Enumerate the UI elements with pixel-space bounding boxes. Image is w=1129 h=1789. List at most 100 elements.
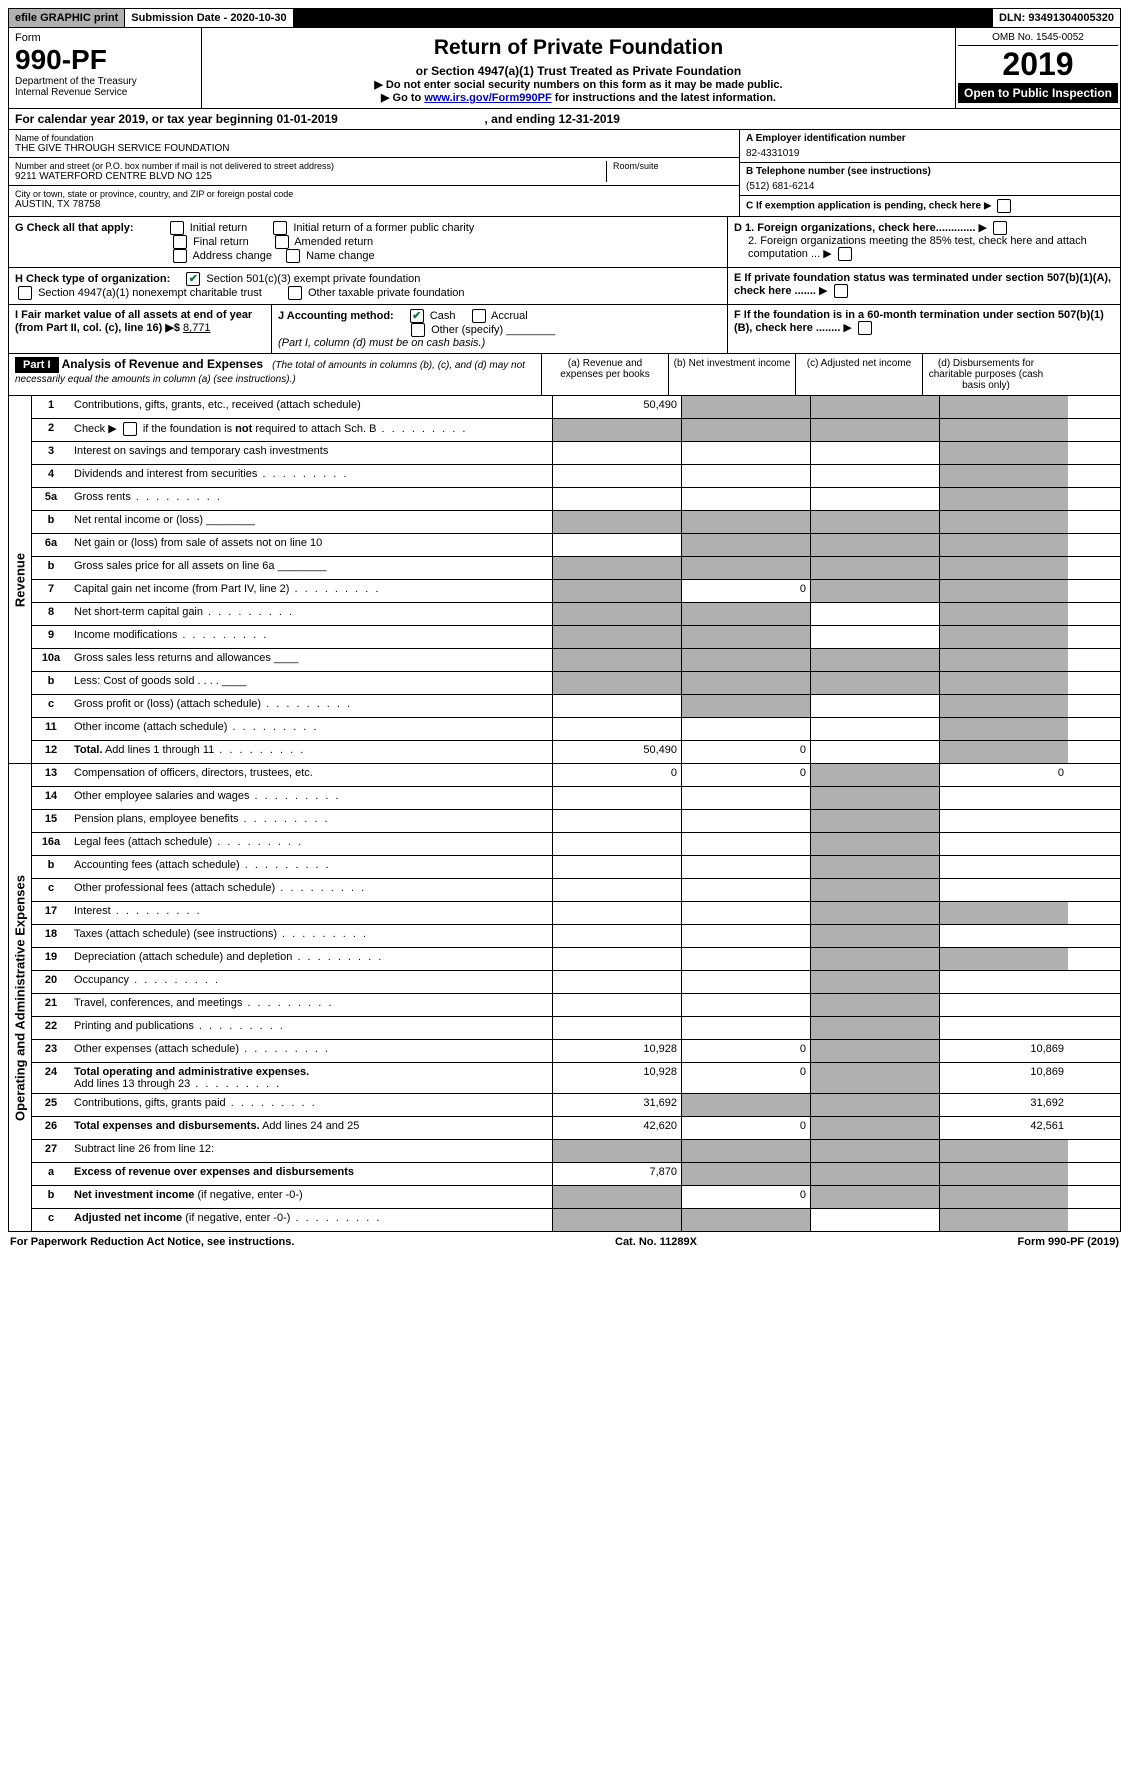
header-left: Form 990-PF Department of the Treasury I… <box>9 28 202 108</box>
d1-label: D 1. Foreign organizations, check here..… <box>734 222 975 234</box>
expenses-table: Operating and Administrative Expenses 13… <box>8 764 1121 1232</box>
row-20: 20Occupancy <box>32 971 1120 994</box>
g-o3: Final return <box>193 236 249 248</box>
room-label: Room/suite <box>613 161 733 171</box>
f-checkbox[interactable] <box>858 321 872 335</box>
row-14: 14Other employee salaries and wages <box>32 787 1120 810</box>
row-5b: bNet rental income or (loss) ________ <box>32 511 1120 534</box>
form-subtitle: or Section 4947(a)(1) Trust Treated as P… <box>208 64 949 78</box>
header-right: OMB No. 1545-0052 2019 Open to Public In… <box>955 28 1120 108</box>
j-other: Other (specify) <box>431 324 503 336</box>
col-d-head: (d) Disbursements for charitable purpose… <box>923 354 1049 395</box>
d2-checkbox[interactable] <box>838 247 852 261</box>
addr-label: Number and street (or P.O. box number if… <box>15 161 606 171</box>
footer-right: Form 990-PF (2019) <box>1018 1236 1119 1248</box>
j-cash: Cash <box>430 310 456 322</box>
row-13: 13Compensation of officers, directors, t… <box>32 764 1120 787</box>
e-checkbox[interactable] <box>834 284 848 298</box>
cb-amended[interactable] <box>275 235 289 249</box>
row-24: 24Total operating and administrative exp… <box>32 1063 1120 1094</box>
h-o2: Section 4947(a)(1) nonexempt charitable … <box>38 287 262 299</box>
section-f: F If the foundation is in a 60-month ter… <box>728 305 1120 353</box>
row-7: 7Capital gain net income (from Part IV, … <box>32 580 1120 603</box>
cb-final-return[interactable] <box>173 235 187 249</box>
revenue-side-label: Revenue <box>9 396 32 763</box>
ein-label: A Employer identification number <box>746 133 1114 144</box>
col-b-head: (b) Net investment income <box>669 354 796 395</box>
cb-cash[interactable] <box>410 309 424 323</box>
footer-mid: Cat. No. 11289X <box>615 1236 697 1248</box>
form-title: Return of Private Foundation <box>208 36 949 60</box>
row-1: 1Contributions, gifts, grants, etc., rec… <box>32 396 1120 419</box>
identity-block: Name of foundation THE GIVE THROUGH SERV… <box>8 130 1121 217</box>
irs-link[interactable]: www.irs.gov/Form990PF <box>424 92 551 104</box>
form-number: 990-PF <box>15 44 195 76</box>
city-cell: City or town, state or province, country… <box>9 186 739 213</box>
row-18: 18Taxes (attach schedule) (see instructi… <box>32 925 1120 948</box>
cb-other-taxable[interactable] <box>288 286 302 300</box>
row-16c: cOther professional fees (attach schedul… <box>32 879 1120 902</box>
city-label: City or town, state or province, country… <box>15 189 733 199</box>
header-mid: Return of Private Foundation or Section … <box>202 28 955 108</box>
form-header: Form 990-PF Department of the Treasury I… <box>8 28 1121 109</box>
foundation-name: THE GIVE THROUGH SERVICE FOUNDATION <box>15 143 733 154</box>
g-o5: Address change <box>192 250 272 262</box>
cb-sch-b[interactable] <box>123 422 137 436</box>
h-o3: Other taxable private foundation <box>308 287 465 299</box>
row-5a: 5aGross rents <box>32 488 1120 511</box>
g-d-row: G Check all that apply: Initial return I… <box>8 217 1121 268</box>
foundation-city: AUSTIN, TX 78758 <box>15 199 733 210</box>
g-o4: Amended return <box>294 236 373 248</box>
row-6a: 6aNet gain or (loss) from sale of assets… <box>32 534 1120 557</box>
c-checkbox[interactable] <box>997 199 1011 213</box>
row-27a: aExcess of revenue over expenses and dis… <box>32 1163 1120 1186</box>
note-ssn: ▶ Do not enter social security numbers o… <box>208 78 949 91</box>
h-e-row: H Check type of organization: Section 50… <box>8 268 1121 305</box>
col-c-head: (c) Adjusted net income <box>796 354 923 395</box>
irs-label: Internal Revenue Service <box>15 87 195 98</box>
note2-post: for instructions and the latest informat… <box>552 92 776 104</box>
cb-name-change[interactable] <box>286 249 300 263</box>
g-label: G Check all that apply: <box>15 222 134 234</box>
j-accrual: Accrual <box>491 310 528 322</box>
tel-cell: B Telephone number (see instructions) (5… <box>740 163 1120 196</box>
id-left: Name of foundation THE GIVE THROUGH SERV… <box>9 130 740 216</box>
section-d: D 1. Foreign organizations, check here..… <box>728 217 1120 267</box>
row-26: 26Total expenses and disbursements. Add … <box>32 1117 1120 1140</box>
cb-address-change[interactable] <box>173 249 187 263</box>
cb-initial-return[interactable] <box>170 221 184 235</box>
cal-end: , and ending 12-31-2019 <box>485 112 620 126</box>
d2-label: 2. Foreign organizations meeting the 85%… <box>748 235 1087 260</box>
tel-value: (512) 681-6214 <box>746 177 1114 192</box>
section-g: G Check all that apply: Initial return I… <box>9 217 728 267</box>
f-label: F If the foundation is in a 60-month ter… <box>734 309 1104 334</box>
topbar-spacer <box>294 9 993 27</box>
cb-initial-former[interactable] <box>273 221 287 235</box>
foundation-address: 9211 WATERFORD CENTRE BLVD NO 125 <box>15 171 606 182</box>
id-right: A Employer identification number 82-4331… <box>740 130 1120 216</box>
row-2: 2Check ▶ if the foundation is not requir… <box>32 419 1120 442</box>
foundation-name-cell: Name of foundation THE GIVE THROUGH SERV… <box>9 130 739 158</box>
expenses-rows: 13Compensation of officers, directors, t… <box>32 764 1120 1231</box>
d1-checkbox[interactable] <box>993 221 1007 235</box>
col-a-head: (a) Revenue and expenses per books <box>542 354 669 395</box>
open-inspection: Open to Public Inspection <box>958 83 1118 103</box>
ein-value: 82-4331019 <box>746 144 1114 159</box>
dln-label: DLN: 93491304005320 <box>993 9 1120 27</box>
note2-pre: ▶ Go to <box>381 92 424 104</box>
section-c: C If exemption application is pending, c… <box>740 196 1120 216</box>
cb-other-method[interactable] <box>411 323 425 337</box>
row-25: 25Contributions, gifts, grants paid31,69… <box>32 1094 1120 1117</box>
omb-number: OMB No. 1545-0052 <box>958 30 1118 46</box>
cb-501c3[interactable] <box>186 272 200 286</box>
part1-title: Analysis of Revenue and Expenses <box>62 357 263 371</box>
h-o1: Section 501(c)(3) exempt private foundat… <box>206 273 420 285</box>
g-o1: Initial return <box>190 222 247 234</box>
cb-accrual[interactable] <box>472 309 486 323</box>
row-9: 9Income modifications <box>32 626 1120 649</box>
address-cell: Number and street (or P.O. box number if… <box>9 158 739 186</box>
row-11: 11Other income (attach schedule) <box>32 718 1120 741</box>
cb-4947a1[interactable] <box>18 286 32 300</box>
row-6b: bGross sales price for all assets on lin… <box>32 557 1120 580</box>
note-link: ▶ Go to www.irs.gov/Form990PF for instru… <box>208 91 949 104</box>
